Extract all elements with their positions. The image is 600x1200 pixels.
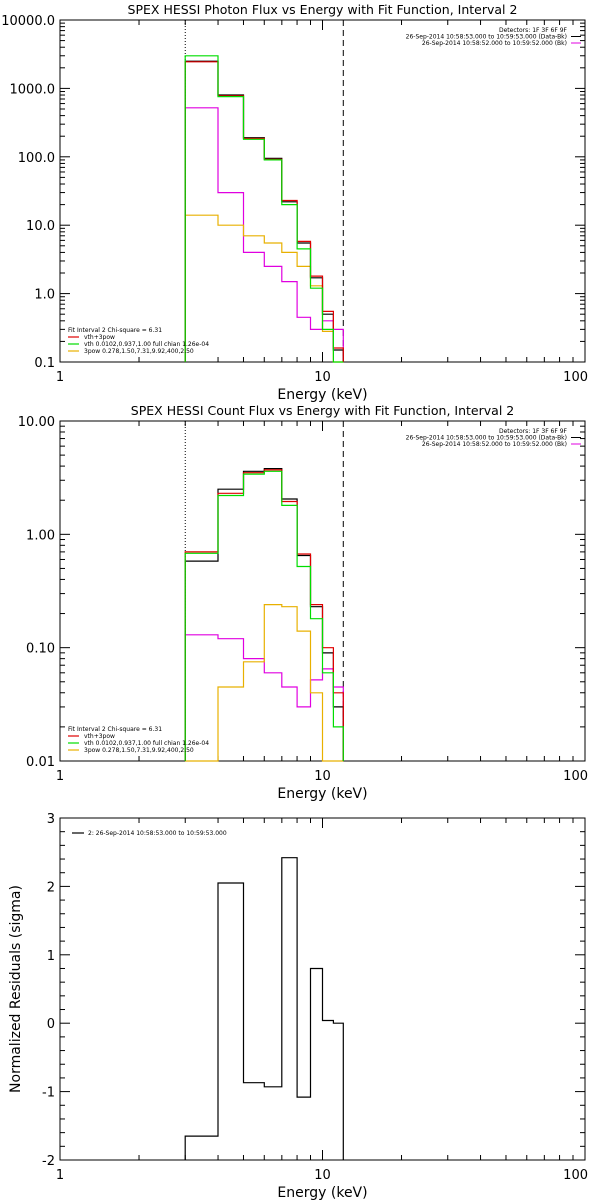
legend-entry: 3pow 0.278,1.50,7.31,9.92,400,2.50 bbox=[84, 747, 194, 754]
x-tick-label: 1 bbox=[56, 370, 64, 385]
series-nonthermal-histogram bbox=[185, 604, 344, 762]
y-tick-label: 1 bbox=[47, 949, 55, 964]
info-line: 26-Sep-2014 10:58:53.000 to 10:59:53.000… bbox=[406, 34, 567, 41]
y-tick-label: -1 bbox=[42, 1086, 55, 1101]
legend-entry: 3pow 0.278,1.50,7.31,9.92,400,2.50 bbox=[84, 348, 194, 355]
info-line: 26-Sep-2014 10:58:53.000 to 10:59:53.000… bbox=[406, 435, 567, 442]
series-total-histogram bbox=[184, 469, 344, 761]
info-line: 26-Sep-2014 10:58:52.000 to 10:59:52.000… bbox=[422, 40, 567, 47]
y-tick-label: 10.00 bbox=[18, 415, 55, 430]
y-tick-label: 2 bbox=[47, 880, 55, 895]
x-axis-label: Energy (keV) bbox=[277, 786, 367, 802]
y-tick-label: 0.10 bbox=[26, 642, 55, 657]
y-tick-label: 0.01 bbox=[26, 755, 55, 770]
series-background-histogram bbox=[184, 107, 344, 362]
y-tick-label: 1.00 bbox=[26, 528, 55, 543]
x-tick-label: 100 bbox=[563, 769, 588, 784]
y-tick-label: -2 bbox=[42, 1154, 55, 1169]
y-tick-label: 0 bbox=[47, 1017, 55, 1032]
x-tick-label: 1 bbox=[56, 1168, 64, 1183]
series-residuals-histogram bbox=[184, 857, 344, 1160]
series-background-histogram bbox=[184, 634, 344, 761]
y-tick-label: 1000.0 bbox=[10, 82, 56, 97]
series-nonthermal-histogram bbox=[184, 214, 344, 363]
y-tick-label: 10.0 bbox=[26, 219, 55, 234]
x-tick-label: 100 bbox=[563, 1168, 588, 1183]
series-data-histogram bbox=[184, 468, 344, 761]
y-tick-label: 100.0 bbox=[18, 151, 55, 166]
legend-entry: vth+3pow bbox=[84, 334, 115, 341]
x-tick-label: 100 bbox=[563, 370, 588, 385]
legend-entry: vth 0.0102,0.937,1.00 full chian 1.26e-0… bbox=[84, 740, 209, 747]
series-data-histogram bbox=[184, 60, 344, 362]
y-tick-label: 3 bbox=[47, 812, 55, 827]
chart-title: SPEX HESSI Photon Flux vs Energy with Fi… bbox=[128, 2, 518, 17]
series-total-histogram bbox=[184, 61, 344, 362]
x-tick-label: 10 bbox=[314, 1168, 331, 1183]
y-tick-label: 0.1 bbox=[34, 356, 55, 371]
y-tick-label: 1.0 bbox=[34, 288, 55, 303]
legend-entry: vth+3pow bbox=[84, 733, 115, 740]
info-line: Detectors: 1F 3F 6F 9F bbox=[499, 428, 568, 435]
legend-entry: vth 0.0102,0.937,1.00 full chian 1.26e-0… bbox=[84, 341, 209, 348]
x-axis-label: Energy (keV) bbox=[277, 387, 367, 403]
legend-header: Fit Interval 2 Chi-square = 6.31 bbox=[68, 327, 162, 334]
legend-header: Fit Interval 2 Chi-square = 6.31 bbox=[68, 726, 162, 733]
y-axis-label: Normalized Residuals (sigma) bbox=[8, 885, 24, 1093]
series-thermal-histogram bbox=[184, 470, 344, 761]
x-tick-label: 1 bbox=[56, 769, 64, 784]
legend-entry: 2: 26-Sep-2014 10:58:53.000 to 10:59:53.… bbox=[88, 830, 227, 837]
chart-title: SPEX HESSI Count Flux vs Energy with Fit… bbox=[131, 403, 514, 418]
info-line: Detectors: 1F 3F 6F 9F bbox=[499, 27, 568, 34]
info-line: 26-Sep-2014 10:58:52.000 to 10:59:52.000… bbox=[422, 441, 567, 448]
x-tick-label: 10 bbox=[314, 370, 331, 385]
y-tick-label: 10000.0 bbox=[1, 14, 55, 29]
series-thermal-histogram bbox=[184, 55, 344, 363]
x-axis-label: Energy (keV) bbox=[277, 1185, 367, 1200]
x-tick-label: 10 bbox=[314, 769, 331, 784]
